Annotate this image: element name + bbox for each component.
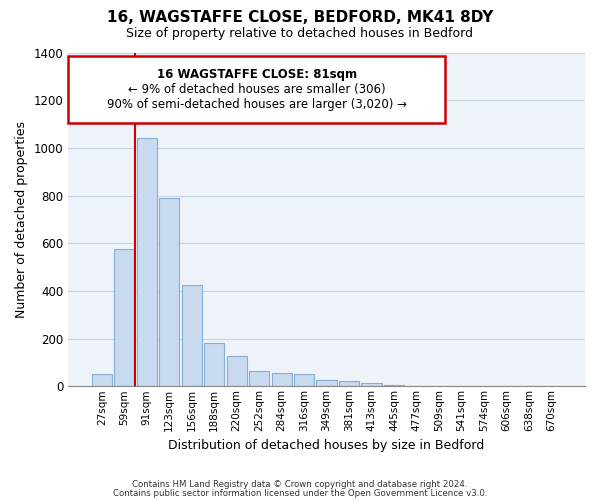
Y-axis label: Number of detached properties: Number of detached properties — [15, 121, 28, 318]
Text: Contains public sector information licensed under the Open Government Licence v3: Contains public sector information licen… — [113, 488, 487, 498]
Bar — [227, 356, 247, 386]
Bar — [316, 380, 337, 386]
X-axis label: Distribution of detached houses by size in Bedford: Distribution of detached houses by size … — [169, 440, 485, 452]
Bar — [339, 382, 359, 386]
Bar — [182, 285, 202, 386]
Bar — [137, 138, 157, 386]
Text: 16, WAGSTAFFE CLOSE, BEDFORD, MK41 8DY: 16, WAGSTAFFE CLOSE, BEDFORD, MK41 8DY — [107, 10, 493, 25]
Text: Contains HM Land Registry data © Crown copyright and database right 2024.: Contains HM Land Registry data © Crown c… — [132, 480, 468, 489]
Bar — [384, 385, 404, 386]
Bar — [204, 344, 224, 386]
Text: Size of property relative to detached houses in Bedford: Size of property relative to detached ho… — [127, 28, 473, 40]
Bar — [159, 198, 179, 386]
Text: ← 9% of detached houses are smaller (306): ← 9% of detached houses are smaller (306… — [128, 82, 386, 96]
FancyBboxPatch shape — [68, 56, 445, 122]
Bar — [361, 382, 382, 386]
Bar — [92, 374, 112, 386]
Text: 16 WAGSTAFFE CLOSE: 81sqm: 16 WAGSTAFFE CLOSE: 81sqm — [157, 68, 357, 80]
Bar — [272, 373, 292, 386]
Bar — [294, 374, 314, 386]
Text: 90% of semi-detached houses are larger (3,020) →: 90% of semi-detached houses are larger (… — [107, 98, 407, 111]
Bar — [249, 371, 269, 386]
Bar — [114, 249, 134, 386]
